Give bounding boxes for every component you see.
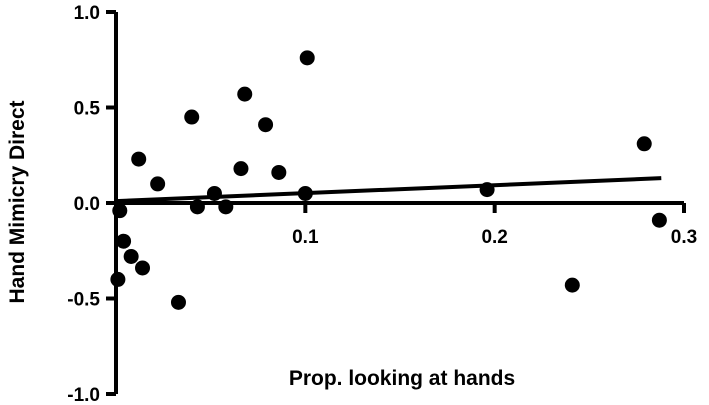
- regression-line: [115, 176, 662, 204]
- data-point: [189, 199, 205, 215]
- y-tick-label: -0.5: [67, 290, 100, 311]
- x-tick-label: 0.3: [671, 227, 697, 248]
- data-point: [150, 176, 166, 192]
- data-point: [170, 294, 186, 310]
- data-point: [237, 86, 253, 102]
- data-point: [258, 117, 274, 133]
- data-point: [116, 233, 132, 249]
- y-tick-label: 1.0: [74, 3, 100, 24]
- data-point: [131, 151, 147, 167]
- data-point: [297, 185, 313, 201]
- x-ticks: 0.1 0.2 0.3: [292, 203, 697, 248]
- data-point: [271, 164, 287, 180]
- y-tick-label: 0.0: [74, 194, 100, 215]
- x-tick-label: 0.1: [292, 227, 319, 248]
- data-point: [110, 271, 126, 287]
- data-point: [112, 203, 128, 219]
- data-point: [184, 109, 200, 125]
- y-axis-title: Hand Mimicry Direct: [6, 100, 29, 303]
- data-point: [218, 199, 234, 215]
- y-ticks: 1.0 0.5 0.0 -0.5 -1.0: [67, 3, 116, 405]
- data-point: [135, 260, 151, 276]
- data-point: [123, 248, 139, 264]
- data-point: [636, 136, 652, 152]
- data-point: [206, 185, 222, 201]
- data-point: [651, 212, 667, 228]
- regression-line-group: [115, 176, 662, 204]
- y-tick-label: -1.0: [67, 385, 100, 405]
- data-point: [479, 182, 495, 198]
- x-tick-label: 0.2: [481, 227, 507, 248]
- x-axis-title: Prop. looking at hands: [289, 367, 515, 390]
- data-point: [233, 161, 249, 177]
- data-point: [299, 50, 315, 66]
- data-points: [110, 50, 667, 310]
- data-point: [564, 277, 580, 293]
- y-tick-label: 0.5: [74, 99, 101, 120]
